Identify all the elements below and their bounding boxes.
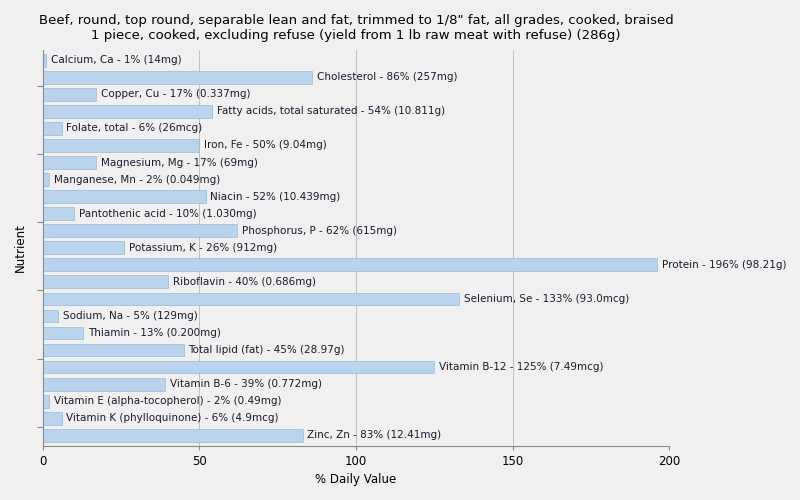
Bar (42, 208, 74, 220)
Text: Iron, Fe - 50% (9.04mg): Iron, Fe - 50% (9.04mg) (204, 140, 327, 150)
Text: Phosphorus, P - 62% (615mg): Phosphorus, P - 62% (615mg) (242, 226, 397, 235)
Bar (42, 292, 459, 306)
Bar (42, 395, 49, 407)
Text: Selenium, Se - 133% (93.0mcg): Selenium, Se - 133% (93.0mcg) (464, 294, 630, 304)
Text: Protein - 196% (98.21g): Protein - 196% (98.21g) (662, 260, 786, 270)
Bar (42, 276, 168, 288)
Text: Thiamin - 13% (0.200mg): Thiamin - 13% (0.200mg) (88, 328, 221, 338)
Text: Calcium, Ca - 1% (14mg): Calcium, Ca - 1% (14mg) (50, 55, 181, 65)
Bar (42, 54, 46, 66)
Bar (42, 378, 165, 390)
Bar (42, 242, 124, 254)
Bar (42, 71, 312, 84)
Text: Folate, total - 6% (26mcg): Folate, total - 6% (26mcg) (66, 124, 202, 134)
Text: Vitamin K (phylloquinone) - 6% (4.9mcg): Vitamin K (phylloquinone) - 6% (4.9mcg) (66, 413, 278, 423)
Text: Fatty acids, total saturated - 54% (10.811g): Fatty acids, total saturated - 54% (10.8… (217, 106, 445, 117)
Text: Zinc, Zn - 83% (12.41mg): Zinc, Zn - 83% (12.41mg) (307, 430, 442, 440)
Text: Pantothenic acid - 10% (1.030mg): Pantothenic acid - 10% (1.030mg) (78, 208, 256, 218)
Bar (42, 156, 96, 169)
Bar (42, 224, 237, 237)
Text: Manganese, Mn - 2% (0.049mg): Manganese, Mn - 2% (0.049mg) (54, 174, 220, 184)
Bar (42, 344, 184, 356)
Bar (42, 190, 206, 203)
Text: Copper, Cu - 17% (0.337mg): Copper, Cu - 17% (0.337mg) (101, 90, 250, 100)
Bar (42, 310, 58, 322)
Text: Vitamin B-6 - 39% (0.772mg): Vitamin B-6 - 39% (0.772mg) (170, 379, 322, 389)
Text: Sodium, Na - 5% (129mg): Sodium, Na - 5% (129mg) (63, 311, 198, 321)
X-axis label: % Daily Value: % Daily Value (315, 473, 397, 486)
Bar (42, 88, 96, 101)
Text: Vitamin E (alpha-tocopherol) - 2% (0.49mg): Vitamin E (alpha-tocopherol) - 2% (0.49m… (54, 396, 281, 406)
Bar (42, 360, 434, 374)
Bar (42, 122, 62, 135)
Title: Beef, round, top round, separable lean and fat, trimmed to 1/8" fat, all grades,: Beef, round, top round, separable lean a… (38, 14, 674, 42)
Y-axis label: Nutrient: Nutrient (14, 224, 27, 272)
Text: Potassium, K - 26% (912mg): Potassium, K - 26% (912mg) (129, 243, 277, 253)
Bar (42, 105, 212, 118)
Text: Cholesterol - 86% (257mg): Cholesterol - 86% (257mg) (317, 72, 458, 83)
Bar (42, 429, 302, 442)
Text: Vitamin B-12 - 125% (7.49mcg): Vitamin B-12 - 125% (7.49mcg) (439, 362, 603, 372)
Bar (42, 326, 83, 340)
Text: Niacin - 52% (10.439mg): Niacin - 52% (10.439mg) (210, 192, 341, 202)
Text: Riboflavin - 40% (0.686mg): Riboflavin - 40% (0.686mg) (173, 277, 316, 287)
Bar (42, 258, 657, 271)
Text: Total lipid (fat) - 45% (28.97g): Total lipid (fat) - 45% (28.97g) (189, 345, 345, 355)
Bar (42, 139, 199, 152)
Bar (42, 412, 62, 424)
Bar (42, 173, 49, 186)
Text: Magnesium, Mg - 17% (69mg): Magnesium, Mg - 17% (69mg) (101, 158, 258, 168)
